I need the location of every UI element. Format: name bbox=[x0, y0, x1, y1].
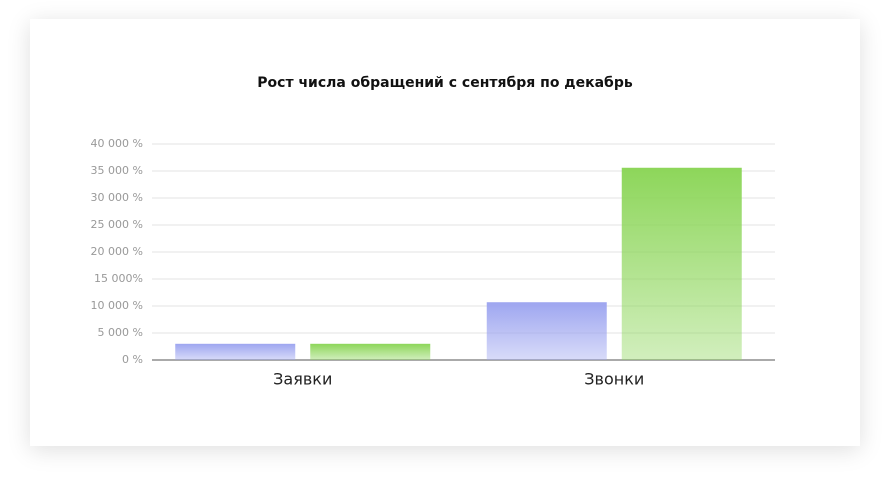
bar bbox=[175, 343, 296, 360]
bar bbox=[621, 167, 742, 360]
y-tick-label: 0 % bbox=[122, 353, 143, 366]
y-tick-label: 10 000 % bbox=[91, 299, 143, 312]
bar bbox=[310, 343, 431, 360]
x-tick-label: Заявки bbox=[273, 370, 332, 389]
chart-title: Рост числа обращений с сентября по декаб… bbox=[257, 75, 633, 91]
y-tick-label: 15 000% bbox=[94, 272, 143, 285]
y-tick-label: 25 000 % bbox=[91, 218, 143, 231]
x-tick-label: Звонки bbox=[584, 370, 644, 389]
bar bbox=[486, 302, 607, 360]
y-tick-label: 20 000 % bbox=[91, 245, 143, 258]
y-tick-label: 40 000 % bbox=[91, 137, 143, 150]
y-tick-label: 5 000 % bbox=[98, 326, 143, 339]
y-tick-label: 35 000 % bbox=[91, 164, 143, 177]
y-tick-label: 30 000 % bbox=[91, 191, 143, 204]
